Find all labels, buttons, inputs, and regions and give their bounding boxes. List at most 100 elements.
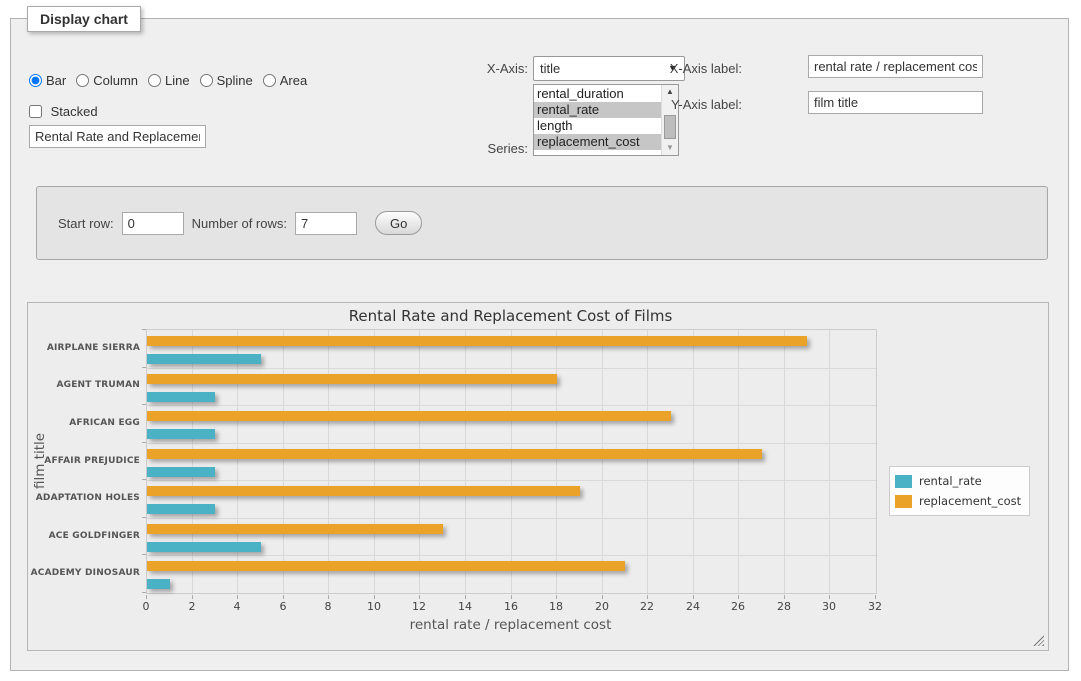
gridline xyxy=(738,330,739,593)
y-axis-tick xyxy=(142,479,146,480)
category-label: AIRPLANE SIERRA xyxy=(28,343,140,353)
legend-swatch xyxy=(895,495,912,508)
chart-type-radio-spline[interactable] xyxy=(200,74,213,87)
series-scrollbar[interactable]: ▲ ▼ xyxy=(661,85,678,155)
chart-type-option-column: Column xyxy=(76,73,138,88)
gridline xyxy=(829,330,830,593)
category-label: AGENT TRUMAN xyxy=(28,380,140,390)
go-button[interactable]: Go xyxy=(375,211,422,235)
gridline xyxy=(147,518,876,519)
plot-area xyxy=(146,329,877,594)
series-option-rental_duration[interactable]: rental_duration xyxy=(534,86,661,102)
y-axis-tick xyxy=(142,517,146,518)
chart-type-radio-label: Column xyxy=(93,73,138,88)
series-multiselect[interactable]: rental_durationrental_ratelengthreplacem… xyxy=(533,84,679,156)
gridline xyxy=(693,330,694,593)
y-axis-category-labels: AIRPLANE SIERRAAGENT TRUMANAFRICAN EGGAF… xyxy=(28,329,140,594)
legend-label: replacement_cost xyxy=(919,494,1021,508)
gridline xyxy=(419,330,420,593)
y-axis-tick xyxy=(142,329,146,330)
chart-type-radio-group: BarColumnLineSplineArea xyxy=(29,73,317,88)
page: Display chart BarColumnLineSplineArea St… xyxy=(0,0,1081,681)
scrollbar-thumb[interactable] xyxy=(664,115,676,139)
number-of-rows-input[interactable] xyxy=(295,212,357,235)
x-axis-label-input[interactable] xyxy=(808,55,983,78)
chart-bar-rental_rate[interactable] xyxy=(147,392,215,402)
x-tick-label: 16 xyxy=(496,600,526,613)
chart-bar-rental_rate[interactable] xyxy=(147,429,215,439)
x-tick-label: 12 xyxy=(404,600,434,613)
scroll-down-icon[interactable]: ▼ xyxy=(662,141,678,155)
y-axis-tick xyxy=(142,554,146,555)
x-tick-label: 24 xyxy=(678,600,708,613)
chart-bar-rental_rate[interactable] xyxy=(147,467,215,477)
x-tick-label: 28 xyxy=(769,600,799,613)
panel-legend: Display chart xyxy=(27,6,141,32)
x-axis-tick xyxy=(693,595,694,599)
x-axis-tick xyxy=(146,595,147,599)
x-axis-label-label: X-Axis label: xyxy=(652,61,742,77)
series-option-replacement_cost[interactable]: replacement_cost xyxy=(534,134,661,150)
x-axis-tick xyxy=(647,595,648,599)
chart-bar-replacement_cost[interactable] xyxy=(147,449,762,459)
x-axis-tick xyxy=(328,595,329,599)
row-range-form: Start row: Number of rows: Go xyxy=(36,186,1048,260)
gridline xyxy=(647,330,648,593)
chart-bar-replacement_cost[interactable] xyxy=(147,336,807,346)
series-option-length[interactable]: length xyxy=(534,118,661,134)
chart-bar-rental_rate[interactable] xyxy=(147,579,170,589)
x-axis-tick xyxy=(511,595,512,599)
legend-entry-rental_rate: rental_rate xyxy=(895,471,1021,491)
chart-bar-replacement_cost[interactable] xyxy=(147,374,557,384)
resize-handle[interactable] xyxy=(1033,635,1044,646)
y-axis-tick xyxy=(142,592,146,593)
chart-type-radio-bar[interactable] xyxy=(29,74,42,87)
gridline xyxy=(147,368,876,369)
x-tick-label: 4 xyxy=(222,600,252,613)
legend-label: rental_rate xyxy=(919,474,982,488)
x-axis-tick xyxy=(875,595,876,599)
chart-bar-replacement_cost[interactable] xyxy=(147,411,671,421)
start-row-label: Start row: xyxy=(58,216,114,231)
x-tick-label: 18 xyxy=(541,600,571,613)
x-axis-tick xyxy=(237,595,238,599)
chart-type-radio-area[interactable] xyxy=(263,74,276,87)
chart-container: Rental Rate and Replacement Cost of Film… xyxy=(27,302,1049,651)
number-of-rows-label: Number of rows: xyxy=(192,216,287,231)
gridline xyxy=(328,330,329,593)
chart-bar-replacement_cost[interactable] xyxy=(147,561,625,571)
chart-bar-rental_rate[interactable] xyxy=(147,542,261,552)
chart-title-input[interactable] xyxy=(29,125,206,148)
chart-bar-replacement_cost[interactable] xyxy=(147,486,580,496)
display-chart-panel: Display chart BarColumnLineSplineArea St… xyxy=(10,18,1069,671)
x-tick-label: 6 xyxy=(268,600,298,613)
x-axis-title: rental rate / replacement cost xyxy=(146,617,875,633)
x-axis-tick xyxy=(829,595,830,599)
gridline xyxy=(147,555,876,556)
gridline xyxy=(602,330,603,593)
category-label: AFRICAN EGG xyxy=(28,418,140,428)
x-tick-label: 22 xyxy=(632,600,662,613)
start-row-input[interactable] xyxy=(122,212,184,235)
x-tick-label: 32 xyxy=(860,600,890,613)
series-option-rental_rate[interactable]: rental_rate xyxy=(534,102,661,118)
gridline xyxy=(465,330,466,593)
chart-bar-rental_rate[interactable] xyxy=(147,354,261,364)
chart-type-radio-line[interactable] xyxy=(148,74,161,87)
x-tick-label: 26 xyxy=(723,600,753,613)
stacked-checkbox[interactable] xyxy=(29,105,42,118)
y-axis-label-input[interactable] xyxy=(808,91,983,114)
category-label: ACE GOLDFINGER xyxy=(28,531,140,541)
x-axis-tick xyxy=(283,595,284,599)
chart-bar-replacement_cost[interactable] xyxy=(147,524,443,534)
chart-bar-rental_rate[interactable] xyxy=(147,504,215,514)
y-axis-tick xyxy=(142,404,146,405)
y-axis-label-label: Y-Axis label: xyxy=(652,97,742,113)
chart-type-radio-column[interactable] xyxy=(76,74,89,87)
x-tick-label: 0 xyxy=(131,600,161,613)
x-tick-label: 8 xyxy=(313,600,343,613)
chart-type-radio-label: Line xyxy=(165,73,190,88)
category-label: ADAPTATION HOLES xyxy=(28,493,140,503)
x-axis-tick xyxy=(465,595,466,599)
gridline xyxy=(192,330,193,593)
